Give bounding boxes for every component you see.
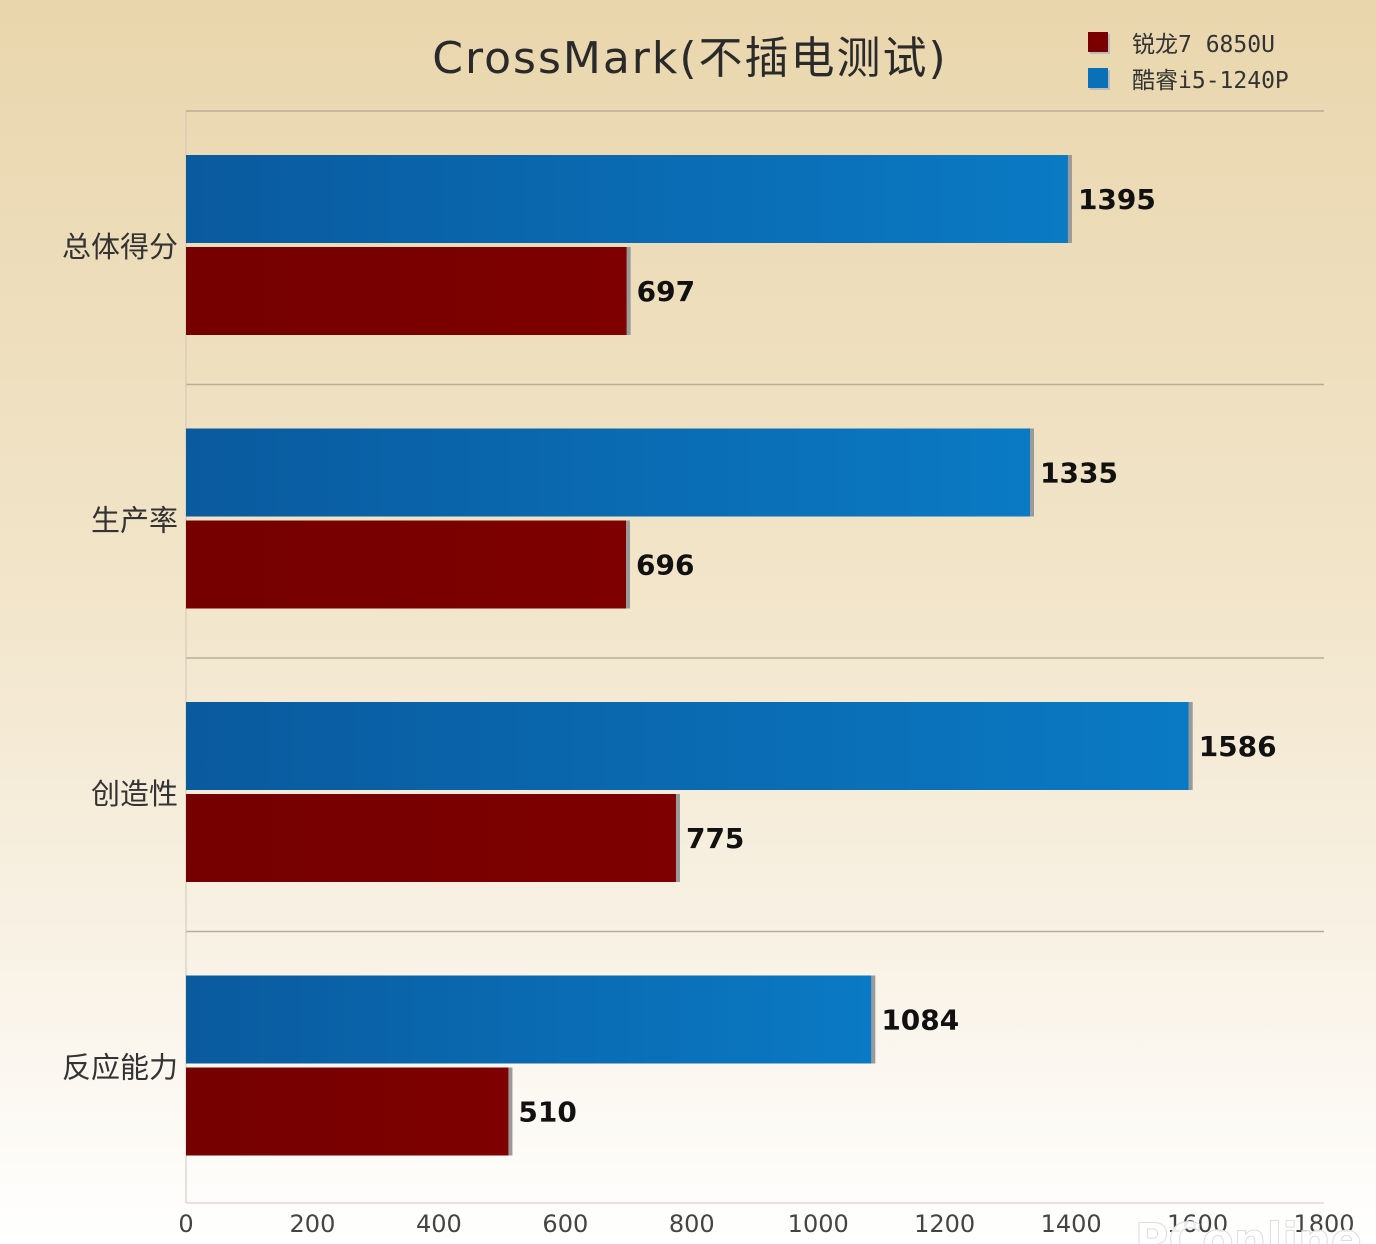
bar [186,702,1189,790]
bar [186,247,627,335]
legend-item-ryzen: 锐龙7 6850U [1088,24,1289,60]
bar [186,1067,509,1156]
x-tick-label: 1200 [914,1210,975,1238]
bar [186,794,676,882]
bar [186,155,1068,243]
bar-edge [508,1067,513,1156]
bar [186,428,1031,517]
bars-layer [186,155,1193,1156]
chart-title: CrossMark(不插电测试) [432,33,948,84]
data-label: 775 [686,822,744,855]
x-tick-label: 600 [542,1210,588,1238]
legend-swatch-ryzen [1088,32,1108,52]
category-label: 创造性 [91,777,178,811]
legend-label-ryzen: 锐龙7 6850U [1132,32,1275,58]
data-label: 1395 [1078,183,1156,216]
bar [186,975,872,1064]
legend-swatch-core [1088,68,1108,88]
watermark: PConline [1135,1213,1362,1244]
data-label: 1586 [1199,730,1277,763]
bar-edge [675,794,680,882]
category-label: 反应能力 [62,1051,178,1085]
data-label: 1335 [1040,457,1118,490]
bar-edge [626,247,631,335]
category-label: 生产率 [91,504,178,538]
legend-label-core: 酷睿i5-1240P [1132,68,1289,94]
labels-layer: 总体得分 1395 697 生产率 1335 696 创造性 1586 775 反应能力 1084 5… [62,183,1277,1129]
data-label: 697 [637,275,695,308]
x-tick-label: 200 [290,1210,336,1238]
bar [186,520,627,609]
x-tick-label: 800 [669,1210,715,1238]
category-label: 总体得分 [62,230,178,264]
bar-edge [871,975,876,1064]
x-tick-label: 1600 [1167,1210,1228,1238]
bar-edge [1030,428,1035,517]
x-tick-label: 1400 [1041,1210,1102,1238]
data-label: 1084 [881,1004,959,1037]
x-tick-label: 0 [178,1210,193,1238]
x-tick-label: 1800 [1293,1210,1354,1238]
axis-layer: 0 200 400 600 800 1000 1200 1400 1600 1800PConlin… [178,1210,1362,1244]
x-tick-label: 1000 [788,1210,849,1238]
x-tick-label: 400 [416,1210,462,1238]
legend: 锐龙7 6850U 酷睿i5-1240P [1088,24,1289,96]
bar-edge [626,520,631,609]
bar-edge [1188,702,1193,790]
bar-edge [1067,155,1072,243]
data-label: 510 [518,1096,576,1129]
legend-item-core: 酷睿i5-1240P [1088,60,1289,96]
data-label: 696 [636,549,694,582]
